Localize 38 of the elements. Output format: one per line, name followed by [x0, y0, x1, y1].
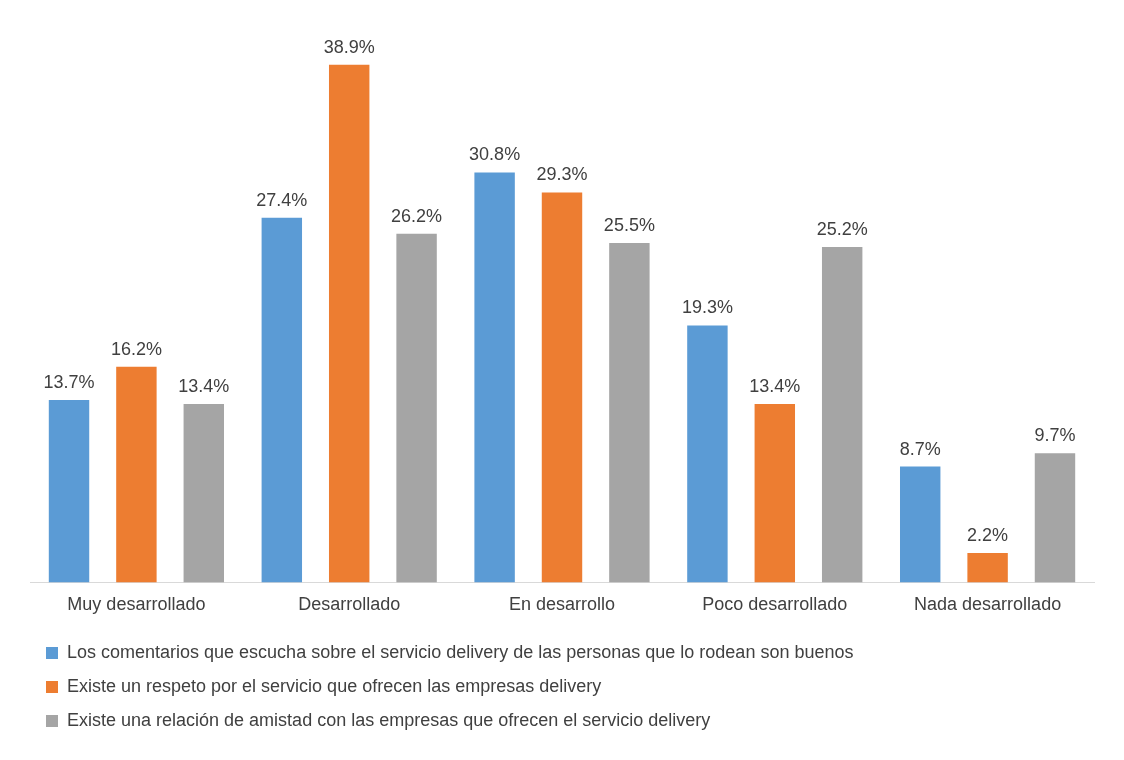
- data-label: 25.2%: [816, 218, 868, 239]
- bar: [183, 404, 224, 583]
- bar: [1034, 453, 1076, 583]
- data-label: 13.4%: [749, 376, 801, 397]
- x-tick-label: Poco desarrollado: [702, 594, 848, 615]
- bar: [396, 233, 437, 583]
- data-label: 26.2%: [391, 205, 443, 226]
- bar: [821, 246, 863, 583]
- x-tick-label: Muy desarrollado: [67, 594, 206, 615]
- bar: [48, 400, 90, 583]
- data-label: 29.3%: [536, 164, 588, 185]
- bar: [261, 217, 303, 583]
- data-label: 25.5%: [603, 214, 655, 235]
- bar: [900, 466, 941, 583]
- bar: [609, 243, 650, 583]
- data-label: 19.3%: [681, 297, 733, 318]
- bar: [967, 553, 1008, 583]
- x-tick-label: Nada desarrollado: [914, 594, 1062, 615]
- bar: [754, 404, 796, 583]
- data-label: 16.2%: [110, 338, 162, 359]
- bar: [474, 172, 515, 583]
- bar: [541, 192, 583, 583]
- data-label: 38.9%: [323, 36, 375, 57]
- data-label: 13.4%: [178, 376, 230, 397]
- x-tick-label: En desarrollo: [508, 594, 616, 615]
- legend-label: Existe un respeto por el servicio que ofrecen las empresas delivery: [67, 675, 602, 696]
- bar: [116, 366, 157, 583]
- legend-label: Los comentarios que escucha sobre el servicio delivery de las personas que lo rodean son buenos: [67, 641, 854, 662]
- bar: [687, 325, 728, 583]
- legend-label: Existe una relación de amistad con las empresas que ofrecen el servicio delivery: [67, 709, 711, 730]
- data-label: 13.7%: [43, 372, 95, 393]
- data-label: 8.7%: [899, 438, 941, 459]
- bar: [328, 64, 370, 583]
- data-label: 30.8%: [469, 144, 521, 165]
- x-tick-label: Desarrollado: [298, 594, 401, 615]
- data-label: 9.7%: [1034, 425, 1076, 446]
- data-label: 27.4%: [256, 189, 308, 210]
- data-label: 2.2%: [967, 525, 1009, 546]
